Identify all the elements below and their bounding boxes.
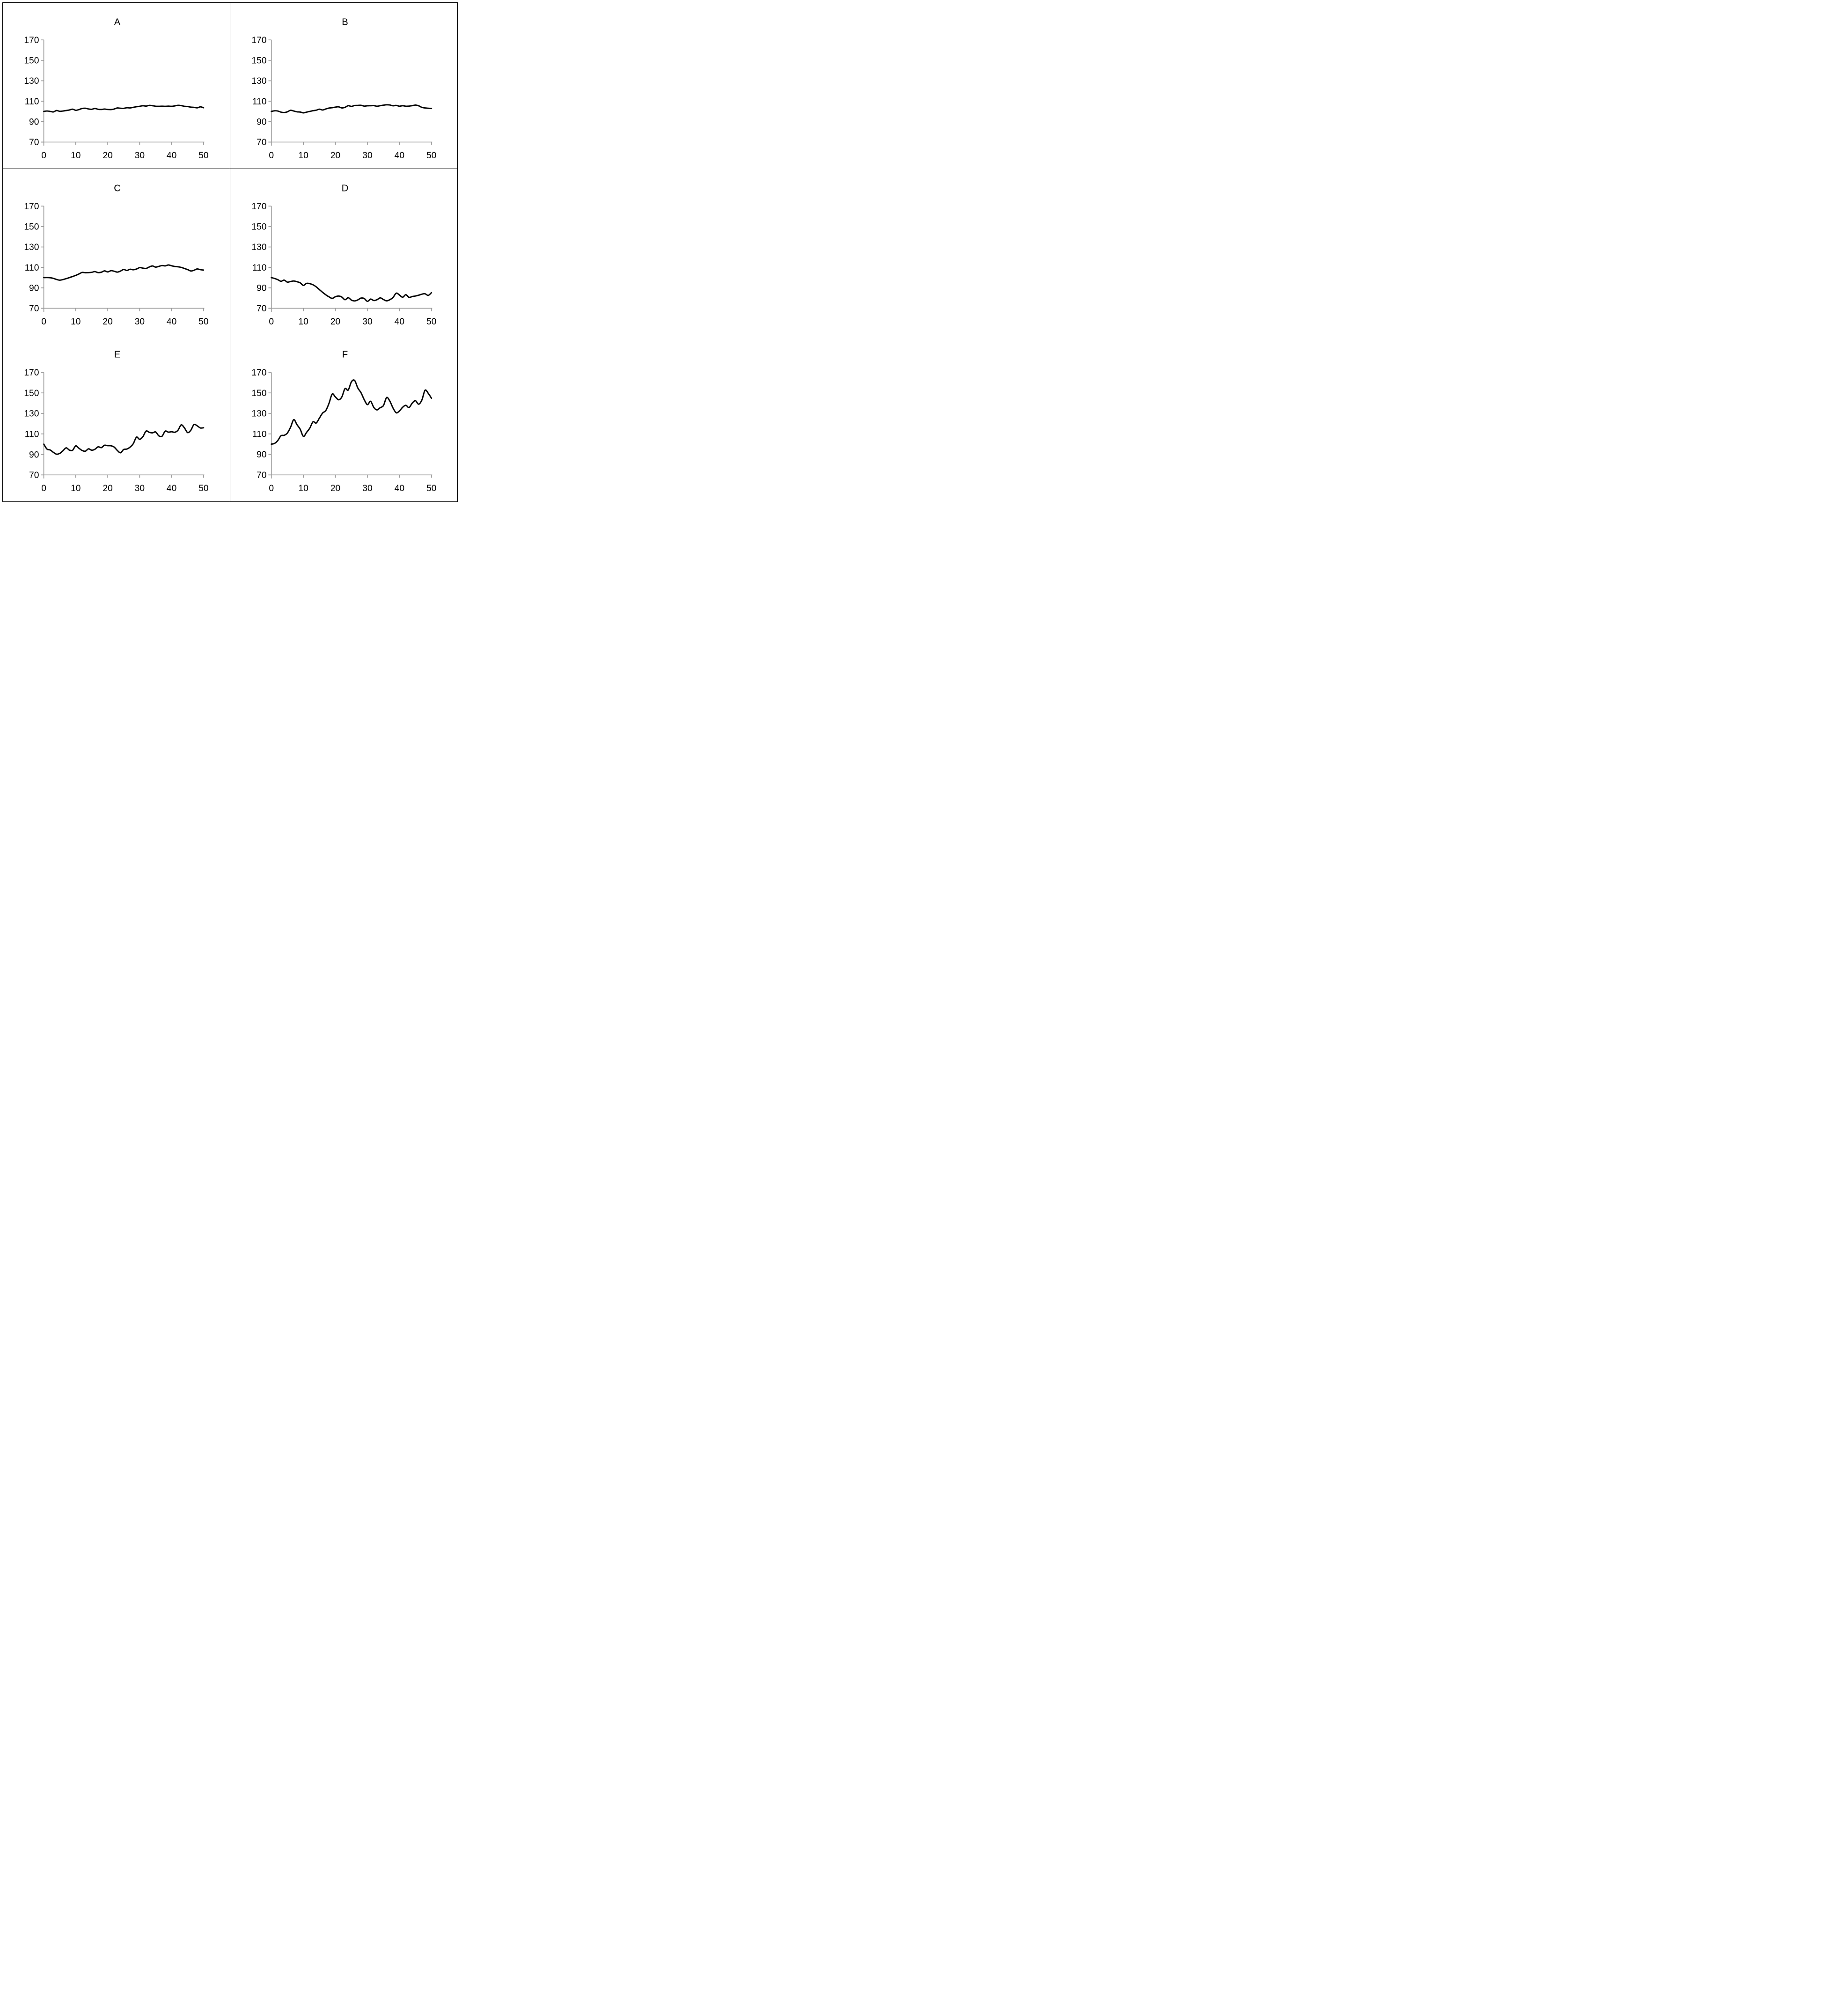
y-tick-label: 150 <box>251 222 266 232</box>
y-tick-label: 130 <box>251 76 266 86</box>
chart-b: B 70 90 110 130 150 170 0 10 20 30 40 50 <box>251 17 436 161</box>
x-tick-label: 10 <box>71 484 81 493</box>
chart-f: F 70 90 110 130 150 170 0 10 20 30 40 50 <box>251 349 436 493</box>
y-tick-label: 90 <box>29 284 39 294</box>
x-tick-label: 40 <box>167 317 176 327</box>
x-tick-label: 10 <box>298 151 308 161</box>
y-tick-label: 70 <box>29 304 39 314</box>
y-tick-label: 150 <box>251 56 266 66</box>
x-tick-label: 20 <box>330 151 340 161</box>
panel-a: A 70 90 110 130 150 170 0 10 20 30 40 50 <box>3 3 230 169</box>
panel-d: D 70 90 110 130 150 170 0 10 20 30 40 50 <box>230 169 457 335</box>
y-tick-label: 90 <box>257 284 266 294</box>
x-tick-label: 50 <box>426 484 436 493</box>
figure-page: A 70 90 110 130 150 170 0 10 20 30 40 50 B 70 90 110 130… <box>0 0 460 504</box>
series-line <box>43 264 205 281</box>
x-tick-label: 50 <box>198 151 208 161</box>
y-tick-label: 110 <box>252 429 266 439</box>
x-tick-label: 20 <box>103 317 112 327</box>
chart-e: E 70 90 110 130 150 170 0 10 20 30 40 50 <box>24 349 208 493</box>
panel-f: F 70 90 110 130 150 170 0 10 20 30 40 50 <box>230 335 458 501</box>
x-tick-label: 20 <box>103 484 112 493</box>
x-tick-label: 0 <box>269 317 274 327</box>
figure-grid: A 70 90 110 130 150 170 0 10 20 30 40 50 B 70 90 110 130… <box>2 2 458 502</box>
y-tick-label: 90 <box>29 118 39 127</box>
x-tick-label: 10 <box>298 484 308 493</box>
y-tick-label: 90 <box>257 450 266 460</box>
chart-title: B <box>342 17 348 27</box>
y-tick-label: 170 <box>24 202 39 212</box>
x-tick-label: 30 <box>362 151 372 161</box>
y-tick-label: 70 <box>29 471 39 480</box>
chart-title: D <box>341 183 348 193</box>
chart-title: A <box>114 17 121 27</box>
y-tick-label: 130 <box>251 243 266 252</box>
y-tick-label: 150 <box>24 222 39 232</box>
y-tick-label: 90 <box>257 118 266 127</box>
series-line <box>270 379 432 445</box>
y-tick-label: 170 <box>24 36 39 45</box>
panel-b: B 70 90 110 130 150 170 0 10 20 30 40 50 <box>230 3 457 169</box>
x-tick-label: 40 <box>167 151 176 161</box>
panel-c: C 70 90 110 130 150 170 0 10 20 30 40 50 <box>3 169 230 335</box>
panel-e: E 70 90 110 130 150 170 0 10 20 30 40 50 <box>3 335 230 501</box>
x-tick-label: 0 <box>41 484 46 493</box>
x-tick-label: 50 <box>198 317 208 327</box>
x-tick-label: 20 <box>330 317 340 327</box>
x-tick-label: 50 <box>426 151 436 161</box>
y-tick-label: 110 <box>25 429 39 439</box>
x-tick-label: 50 <box>426 317 436 327</box>
y-tick-label: 170 <box>24 368 39 378</box>
y-tick-label: 130 <box>24 76 39 86</box>
x-tick-label: 30 <box>362 484 372 493</box>
x-tick-label: 30 <box>135 317 145 327</box>
series-line <box>270 277 432 302</box>
chart-title: E <box>114 349 120 360</box>
x-tick-label: 10 <box>298 317 308 327</box>
y-tick-label: 70 <box>29 138 39 147</box>
y-tick-label: 110 <box>25 263 39 273</box>
x-tick-label: 40 <box>394 151 404 161</box>
y-tick-label: 130 <box>24 243 39 252</box>
x-tick-label: 10 <box>71 151 81 161</box>
y-tick-label: 90 <box>29 450 39 460</box>
x-tick-label: 0 <box>269 151 274 161</box>
y-tick-label: 170 <box>251 36 266 45</box>
x-tick-label: 40 <box>394 317 404 327</box>
x-tick-label: 0 <box>41 151 46 161</box>
x-tick-label: 50 <box>198 484 208 493</box>
chart-d: D 70 90 110 130 150 170 0 10 20 30 40 50 <box>251 183 436 327</box>
x-tick-label: 20 <box>330 484 340 493</box>
series-line <box>43 104 205 113</box>
x-tick-label: 10 <box>71 317 81 327</box>
x-tick-label: 20 <box>103 151 112 161</box>
x-tick-label: 40 <box>394 484 404 493</box>
y-tick-label: 110 <box>252 263 266 273</box>
y-tick-label: 150 <box>24 56 39 66</box>
chart-c: C 70 90 110 130 150 170 0 10 20 30 40 50 <box>24 183 208 327</box>
chart-a: A 70 90 110 130 150 170 0 10 20 30 40 50 <box>24 17 208 161</box>
x-tick-label: 0 <box>41 317 46 327</box>
y-tick-label: 70 <box>257 471 266 480</box>
x-tick-label: 40 <box>167 484 176 493</box>
chart-title: C <box>114 183 121 193</box>
chart-title: F <box>342 349 347 360</box>
x-tick-label: 30 <box>135 484 145 493</box>
y-tick-label: 70 <box>257 304 266 314</box>
x-tick-label: 30 <box>362 317 372 327</box>
y-tick-label: 150 <box>24 389 39 398</box>
y-tick-label: 110 <box>25 97 39 107</box>
y-tick-label: 170 <box>251 368 266 378</box>
y-tick-label: 150 <box>251 389 266 398</box>
y-tick-label: 170 <box>251 202 266 212</box>
y-tick-label: 70 <box>257 138 266 147</box>
series-line <box>43 423 205 455</box>
series-line <box>270 104 432 114</box>
y-tick-label: 130 <box>24 409 39 419</box>
x-tick-label: 30 <box>135 151 145 161</box>
y-tick-label: 130 <box>251 409 266 419</box>
y-tick-label: 110 <box>252 97 266 107</box>
x-tick-label: 0 <box>269 484 274 493</box>
